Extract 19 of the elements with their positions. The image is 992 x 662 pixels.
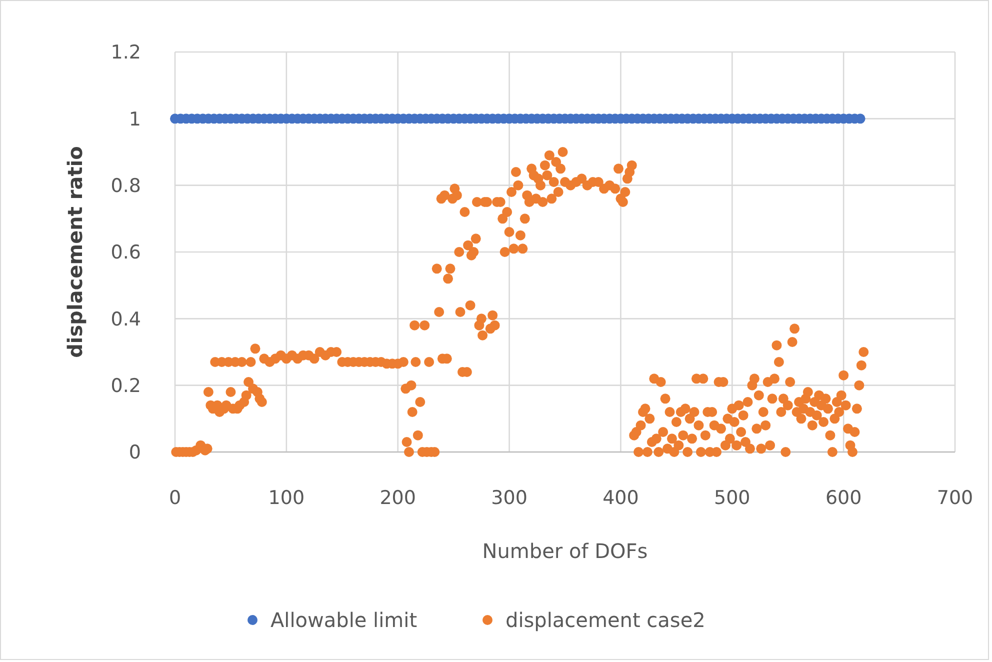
y-tick-label: 0 [128,442,141,464]
legend-label: displacement case2 [506,608,706,632]
y-tick-label: 0.8 [110,174,141,197]
x-tick-label: 500 [714,487,750,509]
x-tick-label: 400 [602,487,639,509]
x-axis-title: Number of DOFs [482,539,648,563]
y-tick-label: 0.6 [110,242,141,264]
x-tick-label: 300 [491,487,528,509]
x-tick-label: 700 [936,487,974,509]
y-tick-label: 0.4 [110,308,141,330]
legend-label: Allowable limit [270,608,418,632]
x-tick-label: 200 [380,487,416,509]
x-tick-label: 100 [268,487,305,509]
y-axis-title: displacement ratio [63,146,87,358]
y-tick-label: 1.2 [110,42,141,64]
y-tick-label: 1 [128,108,141,130]
x-tick-label: 600 [825,487,862,509]
y-tick-label: 0.2 [110,374,141,397]
x-tick-label: 0 [168,487,182,509]
